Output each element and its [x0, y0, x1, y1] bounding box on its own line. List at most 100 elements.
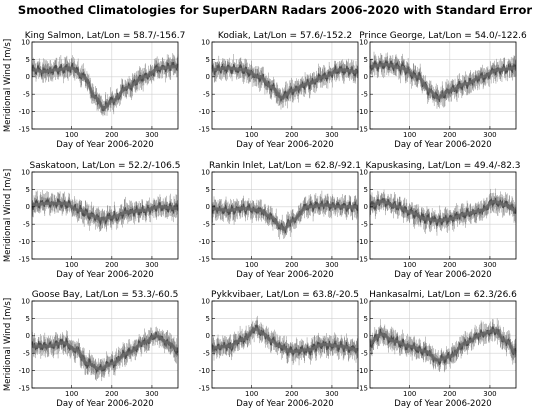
y-tick-label: -10	[199, 238, 210, 246]
panel-3: -15 -10 -5 0 5 10 100 200 300 Prince George, Lat/…	[357, 31, 527, 150]
y-tick-label: 5	[364, 315, 368, 323]
y-tick-label: 5	[26, 186, 30, 194]
y-tick-label: 0	[206, 332, 210, 340]
y-tick-label: 0	[364, 332, 368, 340]
x-axis-label: Day of Year 2006-2020	[394, 140, 491, 150]
panel-1: -15 -10 -5 0 5 10 100 200 300 King Salmon, Lat/Lo…	[3, 31, 185, 150]
y-tick-label: -5	[361, 91, 368, 99]
series-line-smoothed	[369, 62, 516, 100]
y-tick-label: 10	[201, 297, 210, 305]
panel-5: -15 -10 -5 0 5 10 100 200 300 Rankin Inlet, Lat/L…	[199, 161, 361, 280]
x-tick-label: 200	[105, 261, 118, 269]
x-tick-label: 300	[145, 131, 158, 139]
x-axis-label: Day of Year 2006-2020	[236, 399, 333, 409]
y-tick-label: -10	[19, 367, 30, 375]
x-tick-label: 200	[443, 390, 456, 398]
y-tick-label: 0	[26, 203, 30, 211]
x-tick-label: 200	[105, 131, 118, 139]
series-line-smoothed	[31, 64, 178, 110]
y-tick-label: 0	[26, 332, 30, 340]
y-tick-label: -10	[357, 238, 368, 246]
error-bars	[369, 51, 517, 109]
y-tick-label: 0	[206, 73, 210, 81]
y-tick-label: -5	[361, 221, 368, 229]
y-tick-label: 10	[359, 168, 368, 176]
y-tick-label: 0	[364, 73, 368, 81]
plot-frame	[369, 41, 517, 130]
x-axis-label: Day of Year 2006-2020	[394, 399, 491, 409]
y-axis-label: Meridional Wind [m/s]	[3, 298, 13, 391]
y-tick-label: -15	[357, 125, 368, 133]
x-axis-label: Day of Year 2006-2020	[236, 140, 333, 150]
y-tick-label: 10	[201, 38, 210, 46]
x-tick-label: 100	[65, 131, 78, 139]
y-tick-label: -10	[199, 367, 210, 375]
x-tick-label: 100	[245, 390, 258, 398]
y-tick-label: -15	[199, 384, 210, 392]
x-tick-label: 300	[483, 131, 496, 139]
panel-title: Goose Bay, Lat/Lon = 53.3/-60.5	[32, 290, 179, 300]
panel-4: -15 -10 -5 0 5 10 100 200 300 Saskatoon, Lat/Lon …	[3, 161, 180, 280]
y-tick-label: 10	[21, 38, 30, 46]
y-tick-label: -5	[203, 221, 210, 229]
series-line-smoothed	[31, 201, 178, 221]
x-tick-label: 200	[285, 390, 298, 398]
x-tick-label: 100	[403, 131, 416, 139]
y-tick-label: 5	[364, 186, 368, 194]
panel-title: Prince George, Lat/Lon = 54.0/-122.6	[359, 31, 527, 41]
plot-frame	[369, 300, 517, 389]
series-line-smoothed	[212, 327, 358, 354]
y-tick-label: 10	[359, 297, 368, 305]
x-axis-label: Day of Year 2006-2020	[56, 399, 153, 409]
y-tick-label: -10	[357, 108, 368, 116]
y-tick-label: -15	[199, 255, 210, 263]
error-bars	[211, 54, 359, 110]
y-tick-label: -10	[357, 367, 368, 375]
x-tick-label: 100	[245, 261, 258, 269]
figure-title: Smoothed Climatologies for SuperDARN Rad…	[18, 3, 532, 17]
panel-7: -15 -10 -5 0 5 10 100 200 300 Goose Bay, Lat/Lon …	[3, 290, 179, 409]
y-tick-label: -15	[19, 125, 30, 133]
panel-title: King Salmon, Lat/Lon = 58.7/-156.7	[25, 31, 186, 41]
y-tick-label: -5	[23, 350, 30, 358]
series-line-smoothed	[212, 66, 358, 100]
y-tick-label: -10	[199, 108, 210, 116]
x-tick-label: 100	[65, 261, 78, 269]
y-tick-label: 5	[26, 56, 30, 64]
panel-8: -15 -10 -5 0 5 10 100 200 300 Pykkvibaer, Lat/Lon…	[199, 290, 359, 409]
y-tick-label: 5	[206, 315, 210, 323]
series-line-smoothed	[369, 200, 517, 223]
y-tick-label: -5	[23, 221, 30, 229]
x-axis-label: Day of Year 2006-2020	[56, 140, 153, 150]
y-tick-label: 10	[201, 168, 210, 176]
y-tick-label: 0	[26, 73, 30, 81]
plot-frame	[369, 171, 517, 260]
y-axis-label: Meridional Wind [m/s]	[3, 169, 13, 262]
x-tick-label: 300	[325, 131, 338, 139]
error-bars	[369, 188, 517, 236]
panel-title: Pykkvibaer, Lat/Lon = 63.8/-20.5	[211, 290, 359, 300]
x-tick-label: 300	[483, 390, 496, 398]
y-tick-label: 5	[26, 315, 30, 323]
y-tick-label: -15	[19, 255, 30, 263]
y-tick-label: 10	[359, 38, 368, 46]
y-tick-label: -15	[357, 255, 368, 263]
x-tick-label: 200	[285, 131, 298, 139]
x-tick-label: 300	[145, 390, 158, 398]
x-tick-label: 200	[285, 261, 298, 269]
x-axis-label: Day of Year 2006-2020	[56, 270, 153, 280]
panel-2: -15 -10 -5 0 5 10 100 200 300 Kodiak, Lat/Lon = 5…	[199, 31, 359, 150]
x-tick-label: 200	[443, 131, 456, 139]
x-tick-label: 300	[145, 261, 158, 269]
y-tick-label: 5	[364, 56, 368, 64]
plot-frame	[211, 300, 359, 389]
series-line-smoothed	[211, 203, 358, 232]
x-axis-label: Day of Year 2006-2020	[236, 270, 333, 280]
y-tick-label: 10	[21, 168, 30, 176]
y-tick-label: 0	[206, 203, 210, 211]
x-tick-label: 200	[443, 261, 456, 269]
y-tick-label: -10	[19, 108, 30, 116]
y-tick-label: -5	[203, 91, 210, 99]
series-line-smoothed	[369, 329, 517, 362]
